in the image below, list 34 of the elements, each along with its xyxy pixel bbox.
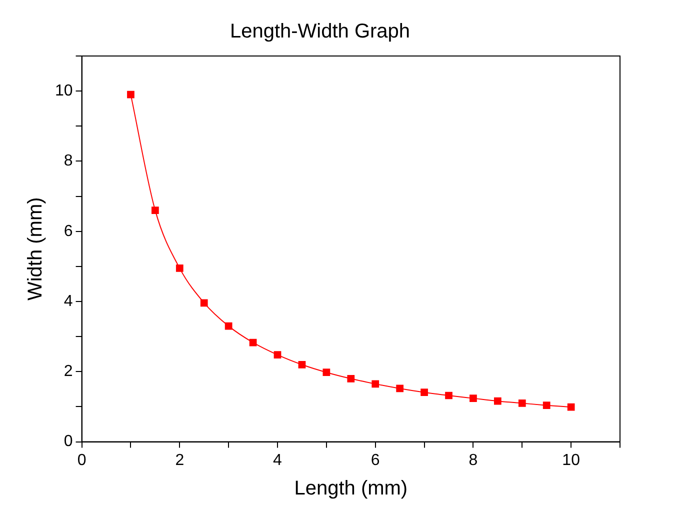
point	[224, 322, 232, 330]
point	[567, 403, 575, 411]
point	[372, 380, 380, 388]
chart-title: Length-Width Graph	[230, 20, 410, 43]
y-tick-label: 6	[64, 222, 73, 240]
y-tick-label: 8	[64, 152, 73, 170]
y-tick-label: 4	[64, 292, 73, 310]
x-axis-title: Length (mm)	[294, 478, 408, 500]
x-tick-label: 0	[77, 452, 86, 469]
y-tick-label: 0	[64, 433, 73, 450]
point	[494, 397, 502, 405]
point	[249, 338, 257, 346]
point	[420, 388, 428, 396]
point	[274, 351, 282, 358]
point	[445, 392, 452, 400]
point	[396, 384, 404, 392]
y-axis-title: Width (mm)	[24, 197, 47, 301]
x-tick-label: 6	[370, 452, 380, 469]
point	[542, 402, 550, 410]
point	[127, 90, 134, 98]
point	[470, 394, 477, 402]
x-tick-label: 10	[562, 452, 580, 469]
point	[347, 374, 355, 382]
y-tick-label: 10	[55, 82, 73, 100]
point	[152, 206, 159, 214]
point	[176, 264, 184, 272]
point	[322, 368, 330, 376]
x-tick-label: 2	[175, 452, 184, 469]
point	[518, 400, 526, 407]
x-tick-label: 4	[273, 452, 282, 469]
point	[200, 299, 208, 307]
point	[298, 360, 306, 368]
x-tick-label: 8	[468, 452, 478, 469]
y-tick-label: 2	[64, 363, 73, 380]
